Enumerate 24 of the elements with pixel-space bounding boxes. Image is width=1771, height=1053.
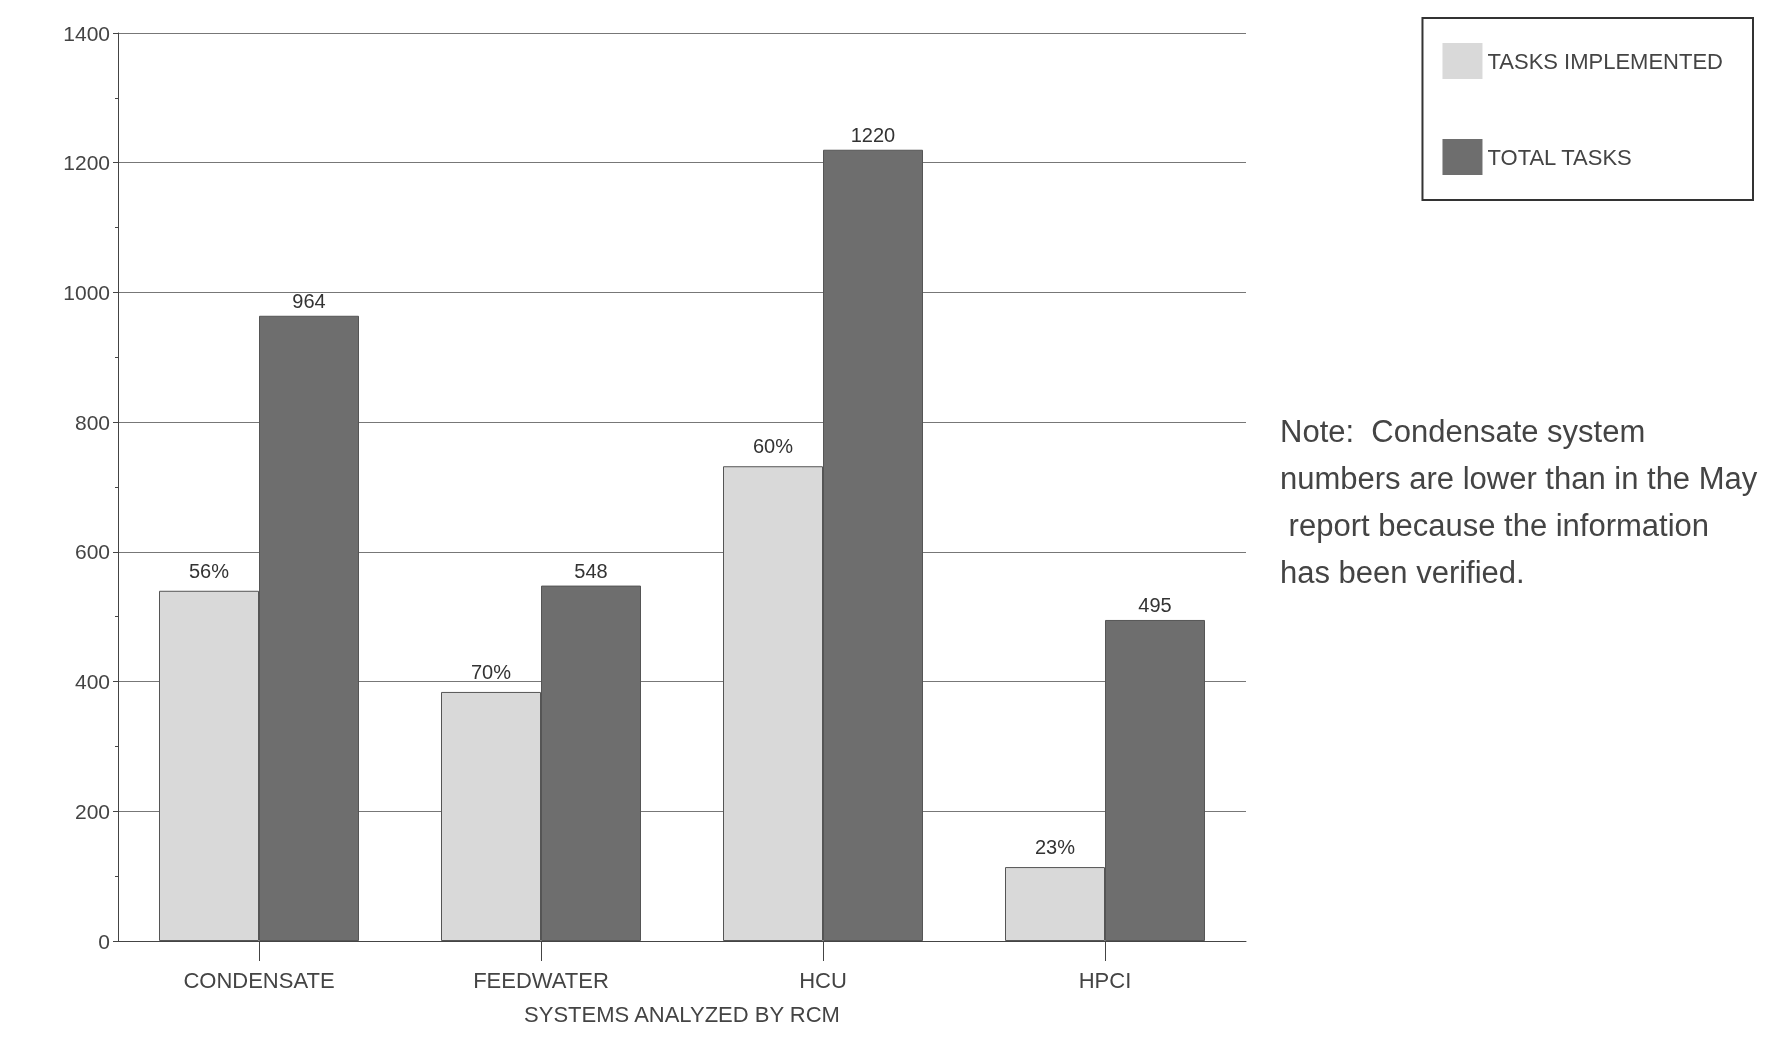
y-tick-label: 0	[98, 929, 110, 953]
x-tick-label: CONDENSATE	[183, 967, 335, 993]
data-label: 1220	[850, 123, 896, 146]
data-label: 964	[292, 289, 326, 312]
data-label: 548	[574, 559, 608, 582]
y-tick-label: 800	[74, 410, 110, 434]
x-tick-label: HPCI	[1078, 967, 1132, 993]
data-label: 495	[1138, 593, 1172, 616]
annotation: 70%	[470, 660, 512, 683]
annotation: 60%	[752, 435, 794, 458]
y-tick-label: 1200	[63, 151, 110, 175]
y-tick-label: 600	[74, 540, 110, 564]
legend-label: TASKS IMPLEMENTED	[1487, 48, 1724, 74]
y-tick-label: 1400	[63, 21, 110, 45]
annotation: 23%	[1034, 836, 1076, 859]
y-tick-label: 1000	[63, 280, 110, 304]
y-tick-label: 400	[74, 670, 110, 694]
x-axis-title: SYSTEMS ANALYZED BY RCM	[524, 1001, 840, 1027]
annotation: 56%	[188, 559, 230, 582]
x-tick-label: HCU	[799, 967, 847, 993]
text: Note: Condensate system numbers are lower than in the May report because the information has been verified.	[1280, 414, 1758, 590]
x-tick-label: FEEDWATER	[473, 967, 609, 993]
legend-label: TOTAL TASKS	[1487, 144, 1632, 170]
y-tick-label: 200	[74, 799, 110, 823]
